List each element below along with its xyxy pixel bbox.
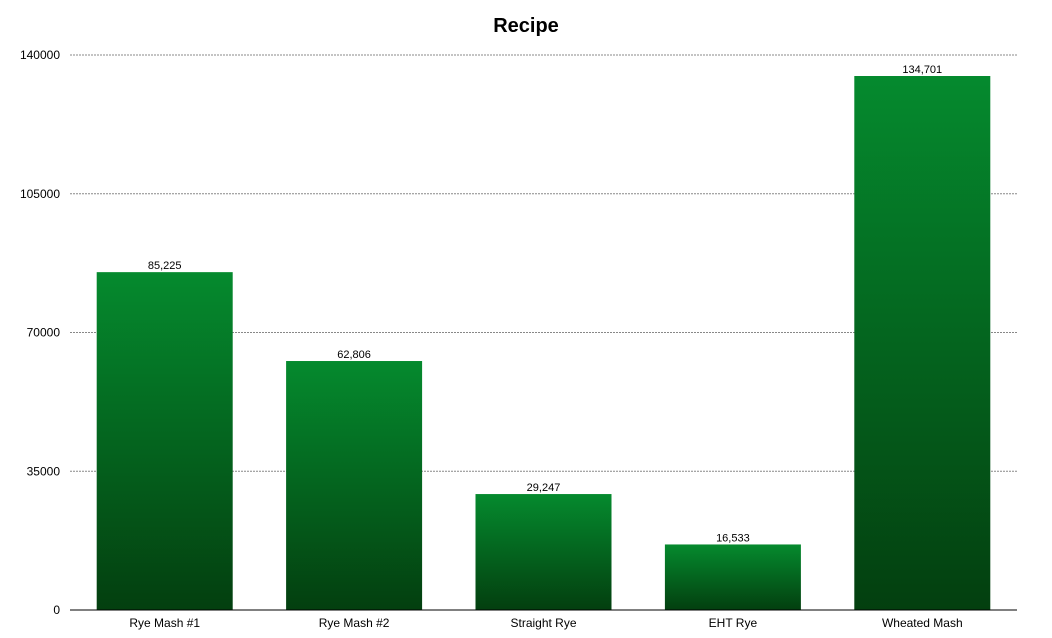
x-tick-label: Rye Mash #1 [129,616,200,630]
data-label: 85,225 [148,260,182,272]
bars [96,76,991,610]
data-label: 134,701 [902,64,942,76]
y-tick-label: 140000 [20,48,60,62]
chart-title: Recipe [493,15,559,37]
bar [854,76,991,610]
x-axis-category-labels: Rye Mash #1 Rye Mash #2 Straight Rye EHT Ry… [129,616,962,630]
bar [475,494,612,610]
x-tick-label: EHT Rye [709,616,758,630]
y-tick-label: 105000 [20,187,60,201]
y-tick-label: 35000 [27,464,61,478]
y-tick-label: 0 [53,603,60,617]
y-axis-tick-labels: 0 35000 70000 105000 140000 [20,48,60,617]
data-label: 29,247 [527,482,561,494]
x-tick-label: Rye Mash #2 [319,616,390,630]
bar [96,272,233,610]
x-tick-label: Wheated Mash [882,616,963,630]
data-label: 16,533 [716,532,750,544]
x-tick-label: Straight Rye [510,616,576,630]
data-label: 62,806 [337,349,371,361]
bar [664,544,801,610]
bar [286,361,423,610]
data-labels: 85,225 62,806 29,247 16,533 134,701 [148,64,942,544]
y-tick-label: 70000 [27,326,61,340]
